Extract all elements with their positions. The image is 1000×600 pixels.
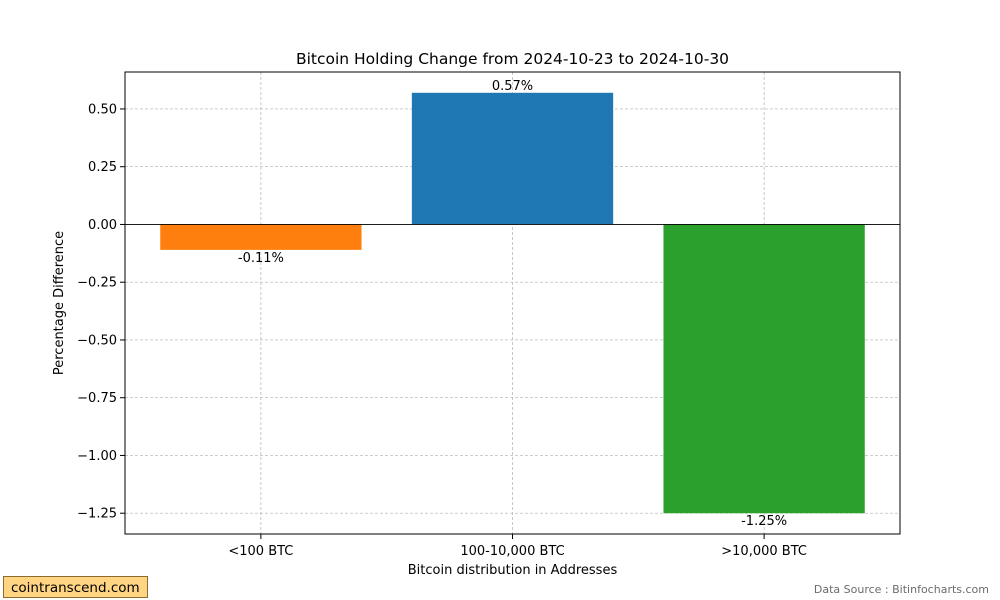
y-tick-label: −1.00: [77, 449, 117, 464]
y-tick-label: −0.75: [77, 391, 117, 406]
x-tick-label: >10,000 BTC: [721, 544, 807, 559]
bar: [663, 224, 865, 514]
site-badge: cointranscend.com: [3, 576, 148, 598]
axis-ticks: 0.50 0.25 0.00 −0.25 −0.50 −0.75 −1.00 −1.25 <10…: [77, 102, 807, 559]
x-axis-label: Bitcoin distribution in Addresses: [408, 563, 618, 578]
bar: [160, 224, 362, 250]
x-tick-label: <100 BTC: [228, 544, 293, 559]
y-tick-label: −0.25: [77, 276, 117, 291]
bar-value-label: -0.11%: [238, 251, 284, 266]
chart-title: Bitcoin Holding Change from 2024-10-23 t…: [296, 50, 729, 68]
y-tick-label: 0.50: [88, 102, 117, 117]
y-tick-label: 0.25: [88, 160, 117, 175]
data-labels: -0.11% 0.57% -1.25%: [238, 79, 787, 529]
bar: [411, 92, 614, 225]
y-axis-label: Percentage Difference: [52, 231, 67, 375]
bar-value-label: -1.25%: [741, 514, 787, 529]
y-tick-label: −0.50: [77, 333, 117, 348]
bar-value-label: 0.57%: [492, 79, 533, 94]
x-tick-label: 100-10,000 BTC: [460, 544, 564, 559]
bars: [160, 92, 865, 514]
data-source-note: Data Source : Bitinfocharts.com: [813, 583, 989, 596]
y-tick-label: −1.25: [77, 507, 117, 522]
y-tick-label: 0.00: [88, 218, 117, 233]
